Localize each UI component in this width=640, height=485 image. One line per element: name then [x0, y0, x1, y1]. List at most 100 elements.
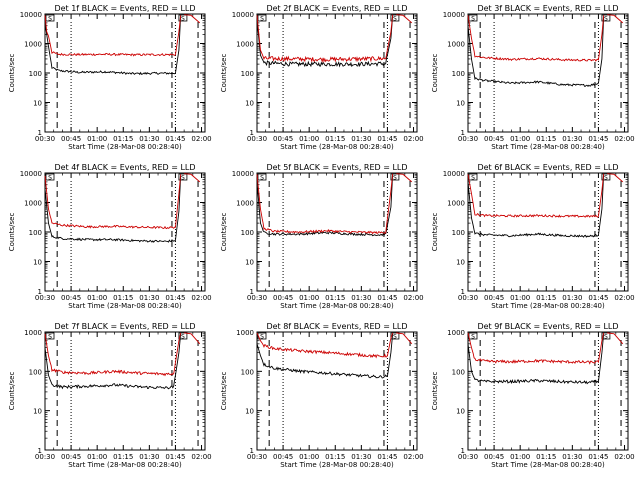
flag-label: S [260, 16, 264, 23]
series-tail-lld [396, 332, 413, 345]
flag-label: S [181, 175, 185, 182]
y-tick-label: 10000 [20, 11, 42, 19]
series-tail-lld [184, 14, 201, 24]
series-line-lld [467, 332, 605, 365]
series-line-lld [44, 15, 182, 57]
x-tick-label: 00:30 [458, 453, 478, 461]
x-tick-label: 01:15 [536, 135, 556, 143]
y-tick-label: 10000 [232, 11, 254, 19]
panel-title: Det 5f BLACK = Events, RED = LLD [266, 163, 407, 172]
series-tail-lld [607, 14, 624, 24]
x-tick-label: 01:15 [325, 453, 345, 461]
y-tick-label: 100 [452, 368, 465, 376]
y-tick-label: 1000 [236, 200, 254, 208]
x-tick-label: 02:00 [191, 453, 211, 461]
flag-box [468, 14, 478, 22]
x-tick-label: 02:00 [403, 135, 423, 143]
x-axis-label: Start Time (28-Mar-08 00:28:40) [491, 143, 605, 151]
x-axis-label: Start Time (28-Mar-08 00:28:40) [280, 302, 394, 310]
x-tick-label: 02:00 [614, 135, 634, 143]
x-tick-label: 01:30 [351, 294, 371, 302]
y-tick-label: 1000 [24, 329, 42, 337]
flag-label: S [393, 334, 397, 341]
y-tick-label: 1 [461, 129, 465, 137]
plot-frame [467, 172, 629, 292]
flag-box [45, 332, 55, 340]
panel-title: Det 3f BLACK = Events, RED = LLD [477, 4, 618, 13]
x-tick-label: 01:30 [562, 294, 582, 302]
flag-label: S [471, 175, 475, 182]
flag-label: S [48, 16, 52, 23]
x-tick-label: 00:45 [273, 453, 293, 461]
x-tick-label: 01:00 [299, 294, 319, 302]
x-tick-label: 01:45 [377, 453, 397, 461]
y-tick-label: 10 [33, 408, 42, 416]
flag-label: S [181, 334, 185, 341]
plot-frame [256, 13, 418, 133]
series-tail-lld [396, 14, 413, 24]
series-line-lld [44, 174, 182, 230]
y-tick-label: 100 [29, 229, 42, 237]
x-tick-label: 00:45 [484, 453, 504, 461]
plot-frame [44, 331, 206, 451]
series-line-events [467, 333, 605, 385]
y-tick-label: 1000 [447, 329, 465, 337]
panel-8: Det 8f BLACK = Events, RED = LLD 1 10 100 10… [220, 322, 424, 469]
x-tick-label: 01:00 [299, 135, 319, 143]
series-line-lld [256, 173, 394, 235]
series-line-lld [256, 332, 394, 359]
panel-title: Det 9f BLACK = Events, RED = LLD [477, 322, 618, 331]
flag-label: S [604, 334, 608, 341]
series-line-lld [256, 14, 394, 63]
plot-frame [467, 331, 629, 451]
panel-title: Det 8f BLACK = Events, RED = LLD [266, 322, 407, 331]
x-tick-label: 00:45 [484, 135, 504, 143]
flag-label: S [471, 334, 475, 341]
x-tick-label: 01:00 [510, 135, 530, 143]
x-tick-label: 00:45 [61, 294, 81, 302]
series-line-events [44, 333, 182, 390]
x-axis-label: Start Time (28-Mar-08 00:28:40) [68, 461, 182, 469]
y-axis-label: Counts/sec [8, 372, 16, 411]
flag-box [468, 173, 478, 181]
series-line-events [256, 15, 394, 68]
x-axis-label: Start Time (28-Mar-08 00:28:40) [280, 143, 394, 151]
panel-title: Det 1f BLACK = Events, RED = LLD [54, 4, 195, 13]
y-tick-label: 1000 [24, 200, 42, 208]
panel-4: Det 4f BLACK = Events, RED = LLD 1 10 100 10… [8, 163, 212, 310]
y-tick-label: 100 [29, 70, 42, 78]
flag-label: S [393, 16, 397, 23]
plot-frame [467, 13, 629, 133]
y-tick-label: 10000 [443, 170, 465, 178]
flag-box [257, 173, 267, 181]
series-line-events [467, 174, 605, 238]
y-tick-label: 1000 [236, 329, 254, 337]
x-tick-label: 01:45 [377, 294, 397, 302]
series-line-events [44, 175, 182, 243]
x-axis-label: Start Time (28-Mar-08 00:28:40) [68, 143, 182, 151]
x-tick-label: 01:00 [87, 135, 107, 143]
series-tail-lld [184, 332, 201, 345]
flag-label: S [393, 175, 397, 182]
x-tick-label: 00:45 [61, 135, 81, 143]
y-tick-label: 100 [452, 229, 465, 237]
y-tick-label: 100 [241, 229, 254, 237]
series-line-lld [467, 173, 605, 218]
y-tick-label: 1 [250, 447, 254, 455]
x-tick-label: 02:00 [614, 453, 634, 461]
panel-title: Det 2f BLACK = Events, RED = LLD [266, 4, 407, 13]
y-tick-label: 10 [456, 408, 465, 416]
x-tick-label: 01:30 [139, 294, 159, 302]
panel-title: Det 6f BLACK = Events, RED = LLD [477, 163, 618, 172]
x-tick-label: 01:30 [139, 453, 159, 461]
x-tick-label: 01:15 [325, 294, 345, 302]
y-axis-label: Counts/sec [8, 54, 16, 93]
y-tick-label: 1 [461, 447, 465, 455]
flag-label: S [181, 16, 185, 23]
x-axis-label: Start Time (28-Mar-08 00:28:40) [68, 302, 182, 310]
y-tick-label: 10 [456, 100, 465, 108]
x-tick-label: 01:45 [165, 453, 185, 461]
x-tick-label: 01:30 [139, 135, 159, 143]
